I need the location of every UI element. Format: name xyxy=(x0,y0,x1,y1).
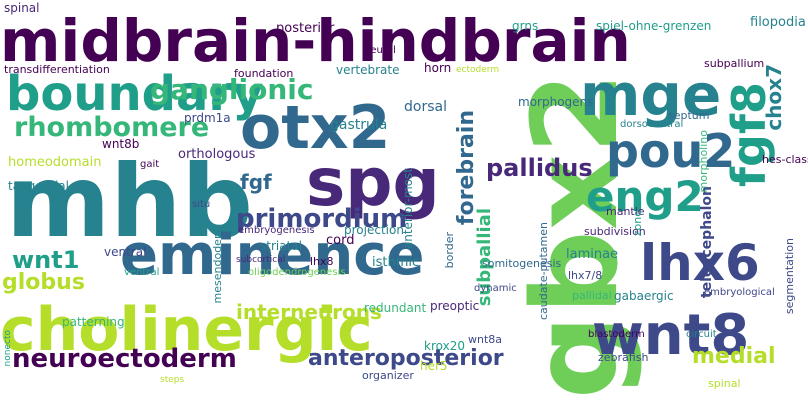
cloud-word: wnt8a xyxy=(468,333,503,346)
cloud-word: oligodendrogenesis xyxy=(248,267,346,278)
cloud-word: otx2 xyxy=(240,93,391,163)
cloud-word: lhx7/8 xyxy=(568,269,603,282)
cloud-word: ectoderm xyxy=(456,65,500,75)
cloud-word: midbrain-hindbrain xyxy=(0,7,631,75)
cloud-word: mhb xyxy=(6,143,253,260)
cloud-word: ventral xyxy=(104,245,147,259)
cloud-word: caudate-putamen xyxy=(537,222,550,320)
cloud-word: posterior xyxy=(276,21,335,36)
cloud-word: pallidal xyxy=(572,289,612,302)
cloud-word: chox7 xyxy=(762,64,786,131)
cloud-word: spiel-ohne-grenzen xyxy=(596,19,712,33)
cloud-word: orthologous xyxy=(178,147,256,162)
cloud-word: morphogens xyxy=(518,95,594,109)
cloud-word: prdm1a xyxy=(184,111,231,125)
cloud-word: anteroposterior xyxy=(308,346,504,371)
cloud-word: primordium xyxy=(236,204,408,234)
cloud-word: patterning xyxy=(62,315,125,329)
cloud-word: gait xyxy=(140,159,160,170)
cloud-word: pallidus xyxy=(486,154,593,182)
cloud-word: wnt1 xyxy=(12,246,80,274)
cloud-word: laminae xyxy=(566,247,619,262)
cloud-word: circuit xyxy=(686,329,717,340)
cloud-word: neural xyxy=(364,45,396,56)
cloud-word: eminence xyxy=(120,223,425,288)
cloud-word: septum xyxy=(668,109,710,122)
cloud-word: globus xyxy=(2,270,85,295)
cloud-word: filopodia xyxy=(750,15,806,30)
cloud-word: rhombomere xyxy=(14,112,210,143)
cloud-word: hes-class xyxy=(762,153,808,166)
cloud-word: organizer xyxy=(362,369,414,382)
cloud-word: dynamic xyxy=(474,283,517,294)
cloud-word: eng2 xyxy=(586,172,704,221)
cloud-word: gastrula xyxy=(330,117,388,133)
cloud-word: embryological xyxy=(704,287,775,298)
cloud-word: interneurons xyxy=(236,300,382,324)
cloud-word: morpholino xyxy=(697,130,710,193)
cloud-word: wnt8b xyxy=(102,137,140,151)
cloud-word: lhx8 xyxy=(310,255,334,268)
cloud-word: foundation xyxy=(234,67,294,80)
cloud-word: redundant xyxy=(364,301,427,315)
cloud-word: subdivision xyxy=(584,225,646,238)
cloud-word: projection xyxy=(344,223,404,237)
cloud-word: cord xyxy=(326,233,355,248)
cloud-word: lhx6 xyxy=(640,234,760,292)
cloud-word: segmentation xyxy=(783,238,796,315)
cloud-word: vertebrate xyxy=(336,63,400,77)
cloud-word: border xyxy=(443,232,456,269)
cloud-word: homeodomain xyxy=(8,155,102,170)
cloud-word: her5 xyxy=(420,359,448,373)
cloud-word: krox20 xyxy=(424,339,465,353)
cloud-word: ganglionic xyxy=(150,73,314,106)
cloud-word: grns xyxy=(512,19,539,33)
cloud-word: tangential xyxy=(8,179,69,193)
cloud-word: spinal xyxy=(4,1,40,15)
cloud-word: medial xyxy=(692,344,776,369)
cloud-word: subpallium xyxy=(704,57,765,70)
cloud-word: blastoderm xyxy=(588,329,645,340)
cloud-word: embryogenesis xyxy=(238,225,315,236)
cloud-word: subcortical xyxy=(236,255,286,265)
cloud-word: steps xyxy=(160,375,185,385)
cloud-word: fgf xyxy=(240,170,272,194)
cloud-word: ventral xyxy=(124,267,160,278)
cloud-word: telencephalon xyxy=(699,186,715,299)
cloud-word: horn xyxy=(424,61,452,75)
cloud-word: spg xyxy=(306,144,440,221)
cloud-word: pou2 xyxy=(606,124,736,178)
cloud-word: nonecto xyxy=(3,330,13,367)
cloud-word: zebrafish xyxy=(598,351,649,364)
cloud-word: dorsal xyxy=(404,99,447,115)
cloud-word: wnt8 xyxy=(592,303,750,368)
cloud-word: cholinergic xyxy=(0,295,373,365)
cloud-word: mge xyxy=(580,61,722,129)
cloud-word: isthmic xyxy=(372,255,420,270)
cloud-word: dorsoventral xyxy=(620,119,684,130)
cloud-word: spinal xyxy=(708,377,741,390)
cloud-word: mesendoderm xyxy=(211,224,224,304)
cloud-word: transdifferentiation xyxy=(4,63,110,76)
cloud-word: boundary xyxy=(6,66,264,122)
cloud-word: preoptic xyxy=(430,299,480,313)
cloud-word: gabaergic xyxy=(614,289,674,303)
cloud-word: neuroectoderm xyxy=(12,344,237,374)
cloud-word: situ xyxy=(192,199,211,210)
cloud-word: striatal xyxy=(260,239,302,253)
cloud-word: mantle xyxy=(606,205,645,218)
cloud-word: zone xyxy=(631,210,644,237)
cloud-word: somitogenesis xyxy=(482,257,562,270)
